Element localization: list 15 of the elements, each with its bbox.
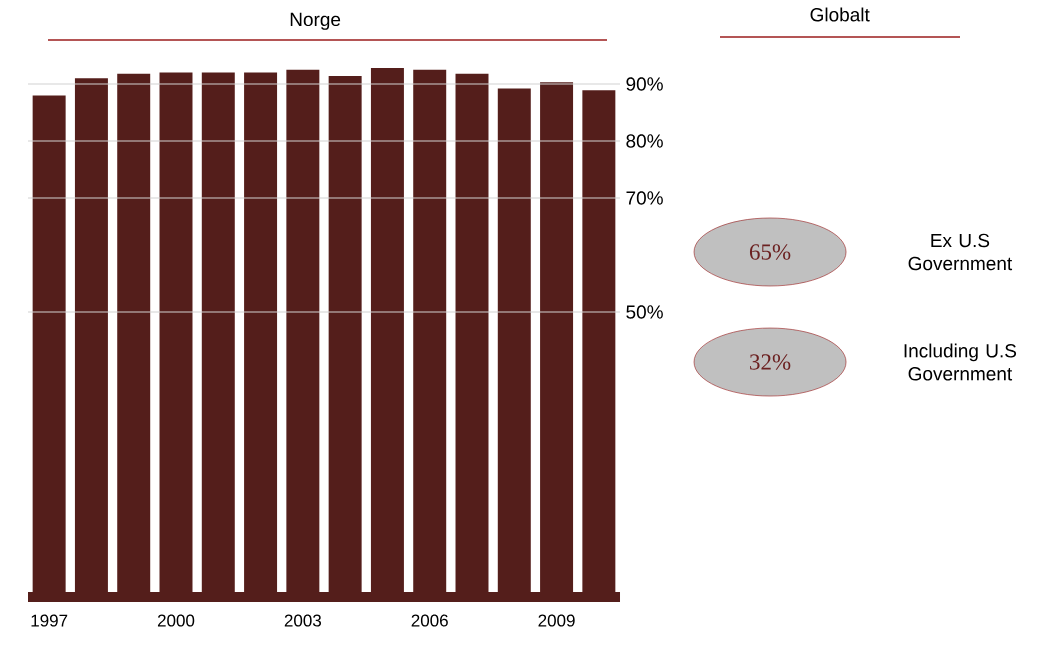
- x-tick-label: 1997: [31, 614, 68, 627]
- y-tick-label: 70%: [626, 191, 663, 205]
- x-tick-label: 2009: [538, 614, 575, 627]
- x-tick-label: 2003: [284, 614, 322, 627]
- y-tick-label: 90%: [626, 77, 663, 91]
- y-tick-label: 80%: [626, 134, 663, 148]
- x-tick-label: 2000: [157, 614, 195, 627]
- chart-title: Norge: [290, 12, 341, 30]
- y-tick-label: 50%: [626, 305, 663, 319]
- text: Globalt: [810, 7, 870, 22]
- category-label: Ex U.S Government: [908, 233, 1013, 271]
- x-tick-label: 2006: [411, 614, 448, 627]
- data-label: 65%: [749, 244, 791, 260]
- category-label: Including U.S Government: [904, 343, 1017, 381]
- data-label: 32%: [750, 354, 791, 370]
